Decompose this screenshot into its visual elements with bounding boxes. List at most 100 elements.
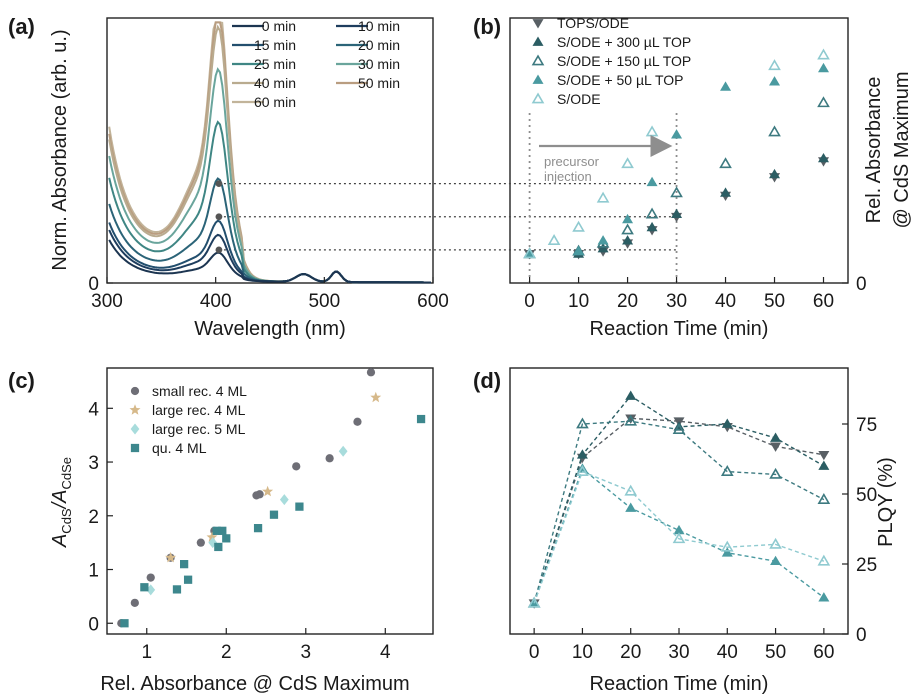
legend-label-s-ode-150-l-top: S/ODE + 150 µL TOP (557, 53, 691, 69)
point-small-rec-4-ml (146, 573, 155, 582)
y-axis-title-a: Norm. Absorbance (arb. u.) (49, 29, 71, 270)
point-qu-4-ml (140, 583, 149, 592)
legend-label-small-rec-4-ml: small rec. 4 ML (152, 383, 247, 399)
x-tick-label-b: 20 (617, 291, 638, 312)
plqy-line-tops-ode (533, 417, 825, 604)
point-qu-4-ml (212, 526, 221, 535)
point-s-ode (768, 59, 781, 71)
x-tick-label-c: 1 (141, 642, 152, 663)
point-s-ode-150-l-top (817, 96, 830, 108)
point-large-rec-4-ml (370, 391, 382, 403)
point-s-ode-50-l-top (524, 248, 536, 258)
y-tick-label-c: 0 (88, 614, 99, 635)
plqy-point-s-ode (527, 596, 541, 608)
plqy-point-s-ode-50-l-top (721, 547, 733, 557)
spectrum-line-10-min (108, 229, 431, 284)
x-tick-label-d: 20 (620, 642, 641, 663)
legend-label-50-min: 50 min (358, 75, 400, 91)
plqy-point-s-ode-50-l-top (673, 524, 685, 535)
plqy-point-tops-ode (818, 450, 830, 461)
point-qu-4-ml (416, 414, 426, 424)
point-s-ode-300-l-top (646, 221, 658, 232)
point-s-ode-300-l-top (818, 152, 830, 163)
y-tick-label-d: 25 (856, 555, 877, 576)
point-small-rec-4-ml (292, 462, 301, 471)
y-tick-label-c: 1 (88, 561, 99, 582)
x-tick-label-c: 2 (221, 642, 232, 663)
point-qu-4-ml (253, 524, 263, 533)
point-s-ode (645, 125, 659, 137)
legend-label-10-min: 10 min (358, 18, 400, 34)
point-s-ode-50-l-top (720, 81, 732, 91)
x-tick-label-b: 60 (813, 291, 834, 312)
legend-label-large-rec-4-ml: large rec. 4 ML (152, 402, 246, 418)
annotation-line2: injection (544, 169, 592, 184)
point-large-rec-4-ml (206, 531, 218, 542)
x-tick-label-d: 40 (717, 642, 738, 663)
plot-a-content (108, 21, 431, 284)
plot-frame-a (106, 17, 434, 284)
x-tick-label-a: 400 (200, 291, 232, 312)
plqy-line-s-ode (533, 470, 825, 604)
point-small-rec-4-ml (130, 598, 139, 607)
y-tick-label-d: 0 (856, 625, 867, 646)
point-s-ode-300-l-top (622, 235, 634, 245)
point-s-ode (621, 157, 634, 169)
plqy-point-s-ode-300-l-top (721, 418, 733, 428)
point-qu-4-ml (269, 510, 279, 519)
y-axis-title-b-line1: Rel. Absorbance (863, 77, 885, 224)
x-axis-title-d: Reaction Time (min) (590, 673, 769, 695)
legend-marker-s-ode-50-l-top (532, 74, 544, 84)
x-axis-title-c: Rel. Absorbance @ CdS Maximum (100, 673, 409, 695)
plqy-point-s-ode-150-l-top (817, 493, 831, 504)
x-tick-label-c: 4 (380, 642, 391, 663)
x-tick-label-b: 10 (568, 291, 589, 312)
legend-label-20-min: 20 min (358, 37, 400, 53)
y-title-c-sub2: CdSe (59, 457, 74, 490)
x-tick-label-d: 50 (765, 642, 786, 663)
legends: 0 min 10 min 15 min 20 min 25 min 30 min 40 mi… (129, 15, 691, 456)
legend-label-30-min: 30 min (358, 56, 400, 72)
legend-label-40-min: 40 min (254, 75, 296, 91)
point-s-ode-300-l-top (597, 243, 609, 253)
legend-label-tops-ode: TOPS/ODE (557, 15, 629, 31)
peak-marker-3 (215, 180, 223, 188)
y-axis-title-b-line2: @ CdS Maximum (891, 72, 913, 229)
y-title-c-a2: /A (49, 489, 71, 510)
x-tick-label-b: 40 (715, 291, 736, 312)
point-s-ode-50-l-top (573, 245, 585, 256)
x-axis-title-b: Reaction Time (min) (590, 318, 769, 340)
legend-label-25-min: 25 min (254, 56, 296, 72)
point-qu-4-ml (218, 526, 227, 535)
x-tick-label-c: 3 (300, 642, 311, 663)
plot-frame-c (106, 367, 434, 635)
legend-label-s-ode: S/ODE (557, 91, 601, 107)
legend-marker-tops-ode (532, 19, 544, 29)
point-s-ode-50-l-top (818, 62, 830, 73)
plot-c-content (117, 368, 426, 628)
point-large-rec-5-ml (279, 494, 289, 506)
spectrum-line-25-min (108, 120, 431, 284)
point-s-ode-50-l-top (622, 213, 634, 224)
legend-marker-qu-4-ml (130, 443, 140, 453)
panel-label-d: (d) (473, 368, 501, 393)
x-tick-label-b: 30 (666, 291, 687, 312)
panel-label-a: (a) (8, 14, 35, 39)
point-small-rec-4-ml (353, 417, 362, 426)
plqy-point-s-ode (624, 484, 638, 496)
point-large-rec-5-ml (146, 584, 156, 596)
plqy-point-tops-ode (770, 442, 782, 452)
legend-marker-s-ode-300-l-top (532, 36, 544, 46)
plqy-line-s-ode-50-l-top (533, 467, 825, 604)
y-axis-title-d: PLQY (%) (875, 457, 897, 547)
point-s-ode-50-l-top (769, 76, 781, 86)
x-tick-label-b: 50 (764, 291, 785, 312)
plqy-point-s-ode-150-l-top (672, 423, 686, 434)
spectrum-line-0-min (108, 239, 431, 284)
plqy-line-s-ode-150-l-top (533, 420, 825, 604)
point-s-ode-300-l-top (671, 208, 683, 218)
point-s-ode-150-l-top (719, 157, 732, 169)
plqy-point-s-ode-150-l-top (624, 414, 638, 426)
legend-marker-small-rec-4-ml (130, 386, 140, 396)
